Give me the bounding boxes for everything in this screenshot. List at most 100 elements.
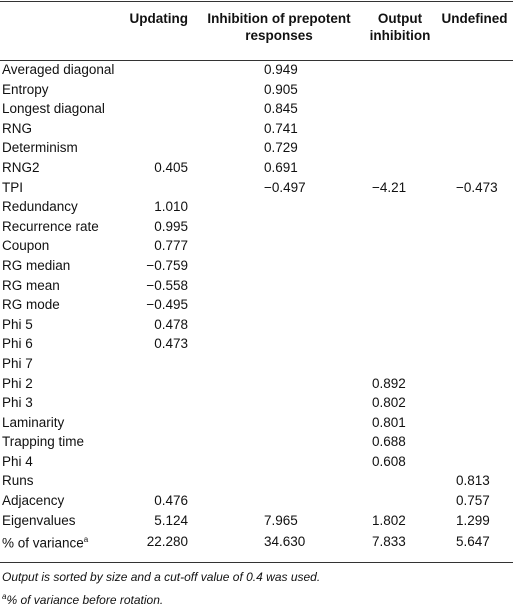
- table-row: RNG 0.741: [0, 119, 513, 139]
- cell-output-inhibition: [364, 217, 436, 237]
- cell-inhibition-prepotent: 0.845: [264, 101, 298, 117]
- cell-output-inhibition: 0.688: [372, 434, 406, 450]
- row-label-text: Adjacency: [2, 493, 65, 509]
- cell-inhibition-prepotent: [194, 452, 364, 472]
- cell-undefined: [436, 295, 513, 315]
- cell-undefined: [436, 334, 513, 354]
- table-row: RG median −0.759: [0, 256, 513, 276]
- cell-output-inhibition: [364, 80, 436, 100]
- table-row: Eigenvalues 5.124 7.965 1.802 1.299: [0, 511, 513, 531]
- cell-inhibition-prepotent: [194, 276, 364, 296]
- cell-output-inhibition: [364, 334, 436, 354]
- cell-output-inhibition: [364, 276, 436, 296]
- row-label: Recurrence rate: [0, 217, 116, 237]
- row-label: Redundancy: [0, 197, 116, 217]
- row-label: TPI: [0, 178, 116, 198]
- row-label-text: Averaged diagonal: [2, 62, 115, 77]
- table-row: Redundancy 1.010: [0, 197, 513, 217]
- row-label: Phi 7: [0, 354, 116, 374]
- row-label-text: RG median: [2, 257, 71, 273]
- cell-output-inhibition: [364, 60, 436, 80]
- row-label-text: Recurrence rate: [2, 218, 99, 234]
- cell-undefined: [436, 138, 513, 158]
- cell-undefined: [436, 80, 513, 100]
- cell-undefined: 5.647: [456, 534, 490, 549]
- cell-inhibition-prepotent: [194, 256, 364, 276]
- table-row: Longest diagonal 0.845: [0, 99, 513, 119]
- cell-undefined: [436, 315, 513, 335]
- row-label: Longest diagonal: [0, 99, 116, 119]
- header-undefined: Undefined: [441, 11, 508, 26]
- bottom-rule: [0, 562, 513, 563]
- row-label-text: Determinism: [2, 140, 78, 156]
- table-body: Averaged diagonal 0.949 Entropy 0.905 Longes…: [0, 60, 513, 553]
- row-label: RG mode: [0, 295, 116, 315]
- cell-undefined: [436, 60, 513, 80]
- cell-undefined: 0.813: [456, 473, 490, 489]
- cell-output-inhibition: [364, 99, 436, 119]
- row-label: Coupon: [0, 236, 116, 256]
- table-row: Runs 0.813: [0, 471, 513, 491]
- cell-inhibition-prepotent: [194, 354, 364, 374]
- row-label: Eigenvalues: [0, 511, 116, 531]
- cell-undefined: [436, 393, 513, 413]
- row-label-superscript: a: [83, 535, 89, 545]
- row-label-text: Phi 5: [2, 316, 33, 332]
- row-label-text: RG mean: [2, 277, 60, 293]
- cell-output-inhibition: [364, 158, 436, 178]
- row-label: Determinism: [0, 138, 116, 158]
- cell-updating: 0.995: [154, 218, 188, 234]
- cell-inhibition-prepotent: −0.497: [264, 179, 306, 195]
- cell-updating: −0.759: [146, 257, 188, 273]
- row-label: Adjacency: [0, 491, 116, 511]
- cell-updating: 0.405: [154, 159, 188, 175]
- cell-inhibition-prepotent: [194, 491, 364, 511]
- factor-loadings-table: Updating Inhibition of prepotent respons…: [0, 4, 513, 553]
- cell-updating: 0.478: [154, 316, 188, 332]
- cell-output-inhibition: [364, 197, 436, 217]
- footnote-a: a% of variance before rotation.: [2, 587, 320, 610]
- row-label: Runs: [0, 471, 116, 491]
- table-row: RG mean −0.558: [0, 276, 513, 296]
- cell-undefined: [436, 432, 513, 452]
- row-label-text: Phi 6: [2, 336, 33, 352]
- row-label: RNG: [0, 119, 116, 139]
- row-label-text: Phi 4: [2, 453, 33, 469]
- header-output-inhibition: Output inhibition: [369, 11, 431, 43]
- cell-updating: 22.280: [146, 534, 188, 549]
- table-row: TPI −0.497 −4.21 −0.473: [0, 178, 513, 198]
- cell-output-inhibition: [364, 236, 436, 256]
- cell-updating: 0.476: [154, 493, 188, 509]
- cell-inhibition-prepotent: 0.905: [264, 81, 298, 97]
- row-label-text: Eigenvalues: [2, 512, 76, 528]
- cell-output-inhibition: 7.833: [372, 534, 406, 549]
- row-label-text: Phi 7: [2, 355, 33, 371]
- cell-undefined: [436, 119, 513, 139]
- cell-inhibition-prepotent: [194, 393, 364, 413]
- cell-output-inhibition: 0.608: [372, 453, 406, 469]
- cell-updating: [116, 99, 194, 119]
- cell-output-inhibition: [364, 491, 436, 511]
- cell-updating: [116, 80, 194, 100]
- cell-output-inhibition: 0.892: [372, 375, 406, 391]
- cell-undefined: [436, 276, 513, 296]
- row-label: Phi 3: [0, 393, 116, 413]
- cell-undefined: 0.757: [456, 493, 490, 509]
- row-label-text: RNG: [2, 120, 32, 136]
- cell-output-inhibition: [364, 354, 436, 374]
- cell-inhibition-prepotent: [194, 315, 364, 335]
- header-row: Updating Inhibition of prepotent respons…: [0, 4, 513, 60]
- footnote-main: Output is sorted by size and a cut-off v…: [2, 570, 321, 584]
- row-label: Phi 4: [0, 452, 116, 472]
- row-label-text: Phi 2: [2, 375, 33, 391]
- cell-updating: [116, 452, 194, 472]
- row-label-text: Runs: [2, 473, 34, 489]
- cell-updating: [116, 374, 194, 394]
- cell-updating: 0.777: [154, 238, 188, 254]
- row-label: RNG2: [0, 158, 116, 178]
- footnote-a-text: % of variance before rotation.: [6, 593, 164, 607]
- cell-undefined: [436, 197, 513, 217]
- table-row: Adjacency 0.476 0.757: [0, 491, 513, 511]
- table-row: Phi 2 0.892: [0, 374, 513, 394]
